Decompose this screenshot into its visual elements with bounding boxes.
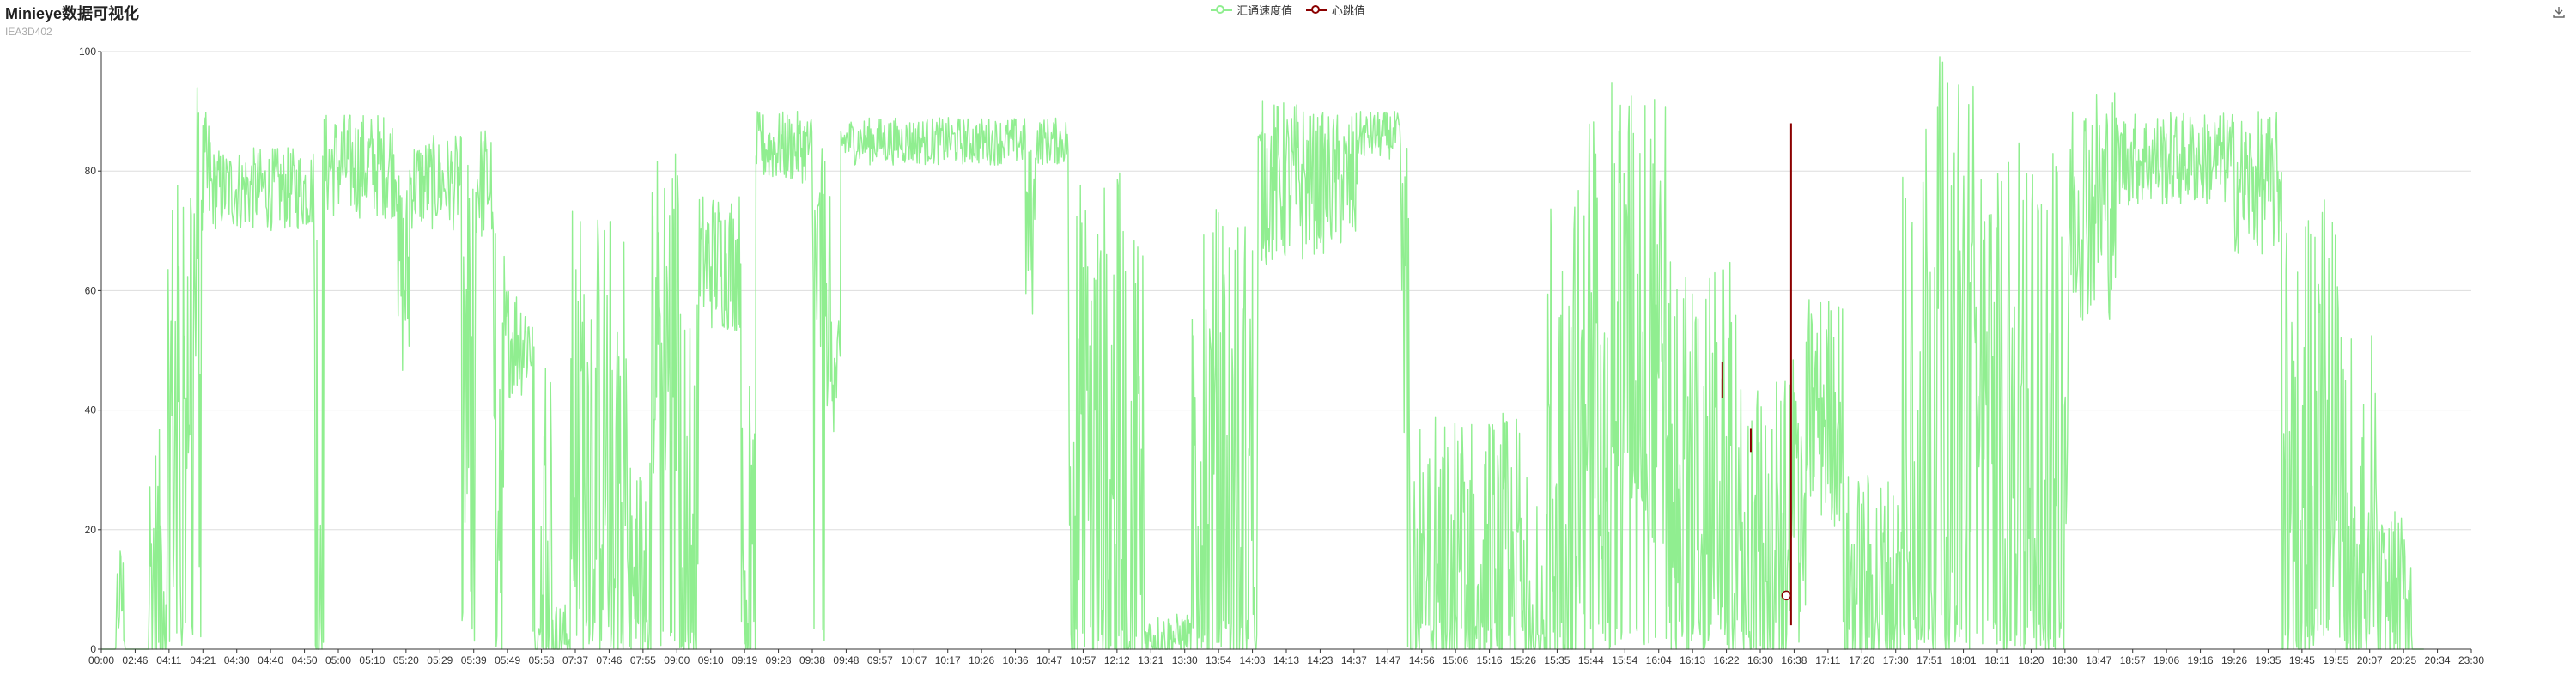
x-tick-label: 19:45 <box>2289 654 2315 666</box>
x-tick-label: 05:58 <box>529 654 555 666</box>
x-tick-label: 15:06 <box>1443 654 1468 666</box>
y-tick-label: 20 <box>85 524 97 536</box>
legend-label-heartbeat: 心跳值 <box>1331 4 1365 17</box>
x-tick-label: 20:34 <box>2425 654 2451 666</box>
x-tick-label: 07:46 <box>596 654 622 666</box>
x-tick-label: 16:13 <box>1680 654 1705 666</box>
y-tick-label: 0 <box>90 643 96 655</box>
x-tick-label: 02:46 <box>122 654 148 666</box>
x-tick-label: 16:30 <box>1747 654 1773 666</box>
x-tick-label: 18:01 <box>1951 654 1977 666</box>
series-marker-heartbeat <box>1781 590 1792 601</box>
x-tick-label: 10:17 <box>935 654 961 666</box>
legend: 汇通速度值 心跳值 <box>0 2 2576 19</box>
chart-subtitle: IEA3D402 <box>5 26 52 38</box>
x-tick-label: 18:57 <box>2120 654 2146 666</box>
x-tick-label: 19:26 <box>2221 654 2247 666</box>
x-tick-label: 18:47 <box>2086 654 2111 666</box>
x-tick-label: 10:07 <box>901 654 927 666</box>
x-tick-label: 15:26 <box>1510 654 1536 666</box>
y-tick-label: 80 <box>85 165 97 177</box>
x-tick-label: 16:38 <box>1781 654 1807 666</box>
x-tick-label: 14:13 <box>1273 654 1299 666</box>
x-tick-label: 04:40 <box>258 654 283 666</box>
x-tick-label: 10:47 <box>1036 654 1062 666</box>
x-tick-label: 19:35 <box>2255 654 2281 666</box>
y-tick-label: 40 <box>85 404 97 416</box>
x-tick-label: 13:54 <box>1206 654 1231 666</box>
x-tick-label: 05:20 <box>393 654 419 666</box>
y-tick-label: 60 <box>85 284 97 296</box>
x-tick-label: 09:28 <box>766 654 792 666</box>
x-tick-label: 09:48 <box>833 654 859 666</box>
x-tick-label: 17:11 <box>1815 654 1840 666</box>
x-tick-label: 13:30 <box>1172 654 1198 666</box>
x-tick-label: 05:10 <box>359 654 385 666</box>
x-tick-label: 15:54 <box>1612 654 1637 666</box>
x-tick-label: 14:56 <box>1409 654 1435 666</box>
x-tick-label: 20:07 <box>2357 654 2383 666</box>
download-icon[interactable] <box>2552 5 2566 19</box>
x-tick-label: 09:38 <box>799 654 825 666</box>
x-tick-label: 16:04 <box>1646 654 1672 666</box>
x-tick-label: 05:00 <box>325 654 351 666</box>
x-tick-label: 14:23 <box>1307 654 1333 666</box>
x-tick-label: 05:29 <box>427 654 453 666</box>
x-tick-label: 20:25 <box>2391 654 2416 666</box>
x-tick-label: 07:37 <box>562 654 588 666</box>
legend-item-heartbeat[interactable]: 心跳值 <box>1305 2 1365 18</box>
x-tick-label: 23:30 <box>2458 654 2484 666</box>
x-tick-label: 17:30 <box>1883 654 1909 666</box>
x-tick-label: 07:55 <box>630 654 656 666</box>
x-tick-label: 16:22 <box>1714 654 1740 666</box>
x-tick-label: 09:57 <box>867 654 893 666</box>
x-tick-label: 19:16 <box>2188 654 2214 666</box>
legend-swatch-speed <box>1211 4 1233 16</box>
x-tick-label: 04:50 <box>292 654 318 666</box>
series-layer <box>101 56 2424 650</box>
x-tick-label: 17:51 <box>1917 654 1942 666</box>
x-tick-label: 19:06 <box>2154 654 2179 666</box>
x-tick-label: 14:03 <box>1240 654 1266 666</box>
x-tick-label: 15:35 <box>1544 654 1570 666</box>
x-tick-label: 15:44 <box>1578 654 1604 666</box>
x-tick-label: 10:26 <box>969 654 994 666</box>
x-tick-label: 17:20 <box>1849 654 1874 666</box>
x-tick-label: 09:10 <box>698 654 724 666</box>
series-line-speed <box>101 56 2424 650</box>
x-tick-label: 18:20 <box>2018 654 2044 666</box>
x-tick-label: 05:49 <box>495 654 520 666</box>
x-tick-label: 10:57 <box>1070 654 1096 666</box>
legend-swatch-heartbeat <box>1305 4 1327 16</box>
x-tick-label: 04:30 <box>224 654 250 666</box>
x-tick-label: 09:00 <box>664 654 690 666</box>
x-tick-label: 15:16 <box>1477 654 1503 666</box>
x-tick-label: 04:11 <box>156 654 181 666</box>
axes: 0 20 40 60 80 100 00:00 02:46 04:11 04:21 04:30 04:… <box>79 46 2484 666</box>
x-tick-label: 00:00 <box>88 654 114 666</box>
x-tick-label: 19:55 <box>2323 654 2348 666</box>
y-tick-label: 100 <box>79 46 96 58</box>
x-tick-label: 14:47 <box>1375 654 1400 666</box>
x-tick-label: 09:19 <box>732 654 757 666</box>
x-tick-label: 10:36 <box>1003 654 1029 666</box>
x-tick-label: 12:12 <box>1104 654 1130 666</box>
x-tick-label: 05:39 <box>461 654 487 666</box>
x-tick-label: 13:21 <box>1138 654 1163 666</box>
chart-title: Minieye数据可视化 <box>5 5 140 22</box>
x-tick-label: 18:11 <box>1984 654 2009 666</box>
x-tick-label: 14:37 <box>1341 654 1367 666</box>
x-tick-label: 04:21 <box>190 654 216 666</box>
legend-item-speed[interactable]: 汇通速度值 <box>1211 2 1292 18</box>
x-tick-label: 18:30 <box>2052 654 2078 666</box>
legend-label-speed: 汇通速度值 <box>1236 4 1293 17</box>
